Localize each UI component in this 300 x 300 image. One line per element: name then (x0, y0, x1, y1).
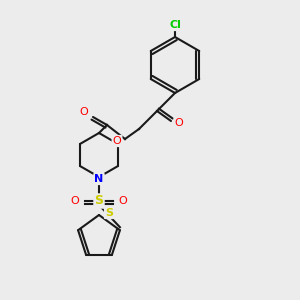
Text: O: O (80, 107, 88, 117)
Text: O: O (112, 136, 122, 146)
Text: O: O (118, 196, 127, 206)
Text: Cl: Cl (169, 20, 181, 30)
Text: O: O (70, 196, 80, 206)
Text: S: S (94, 194, 103, 208)
Text: S: S (105, 208, 113, 218)
Text: N: N (94, 174, 103, 184)
Text: O: O (175, 118, 183, 128)
